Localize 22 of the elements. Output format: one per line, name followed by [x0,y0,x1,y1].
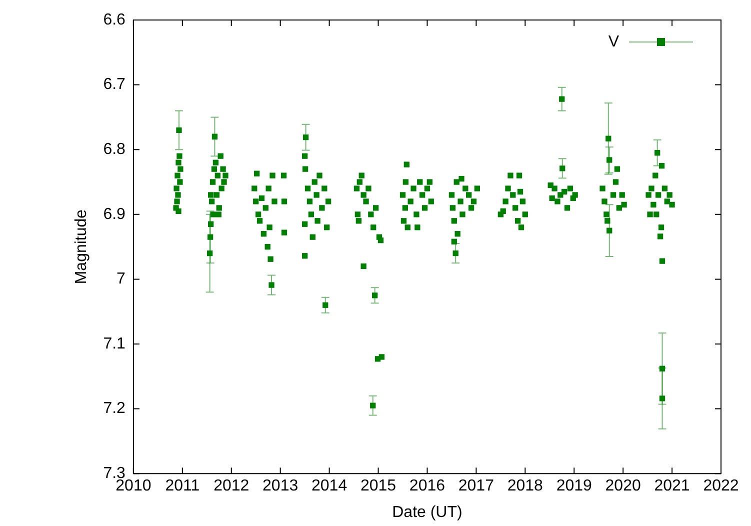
x-tick-label: 2012 [214,478,250,495]
y-tick-label: 6.9 [103,206,126,223]
x-tick-label: 2022 [703,478,739,495]
y-tick-label: 7.2 [103,400,126,418]
y-tick-label: 7 [116,270,126,288]
x-tick-label: 2015 [360,478,396,495]
x-tick-label: 2018 [507,478,544,495]
legend-label: V [608,33,620,50]
x-tick-label: 2019 [556,478,592,495]
x-tick-label: 2020 [605,478,641,495]
x-tick-label: 2011 [165,478,200,495]
y-tick-label: 6.6 [103,11,126,28]
y-tick-label: 7.1 [103,335,126,352]
y-axis-title: Magnitude [73,209,90,284]
x-tick-label: 2016 [409,478,446,495]
y-tick-label: 6.8 [103,141,126,158]
x-tick-label: 2013 [262,478,298,495]
y-tick-label: 6.7 [103,76,126,94]
x-tick-label: 2021 [654,478,690,495]
x-tick-label: 2017 [458,478,494,495]
x-tick-label: 2014 [312,478,348,495]
x-axis-title: Date (UT) [392,504,462,521]
